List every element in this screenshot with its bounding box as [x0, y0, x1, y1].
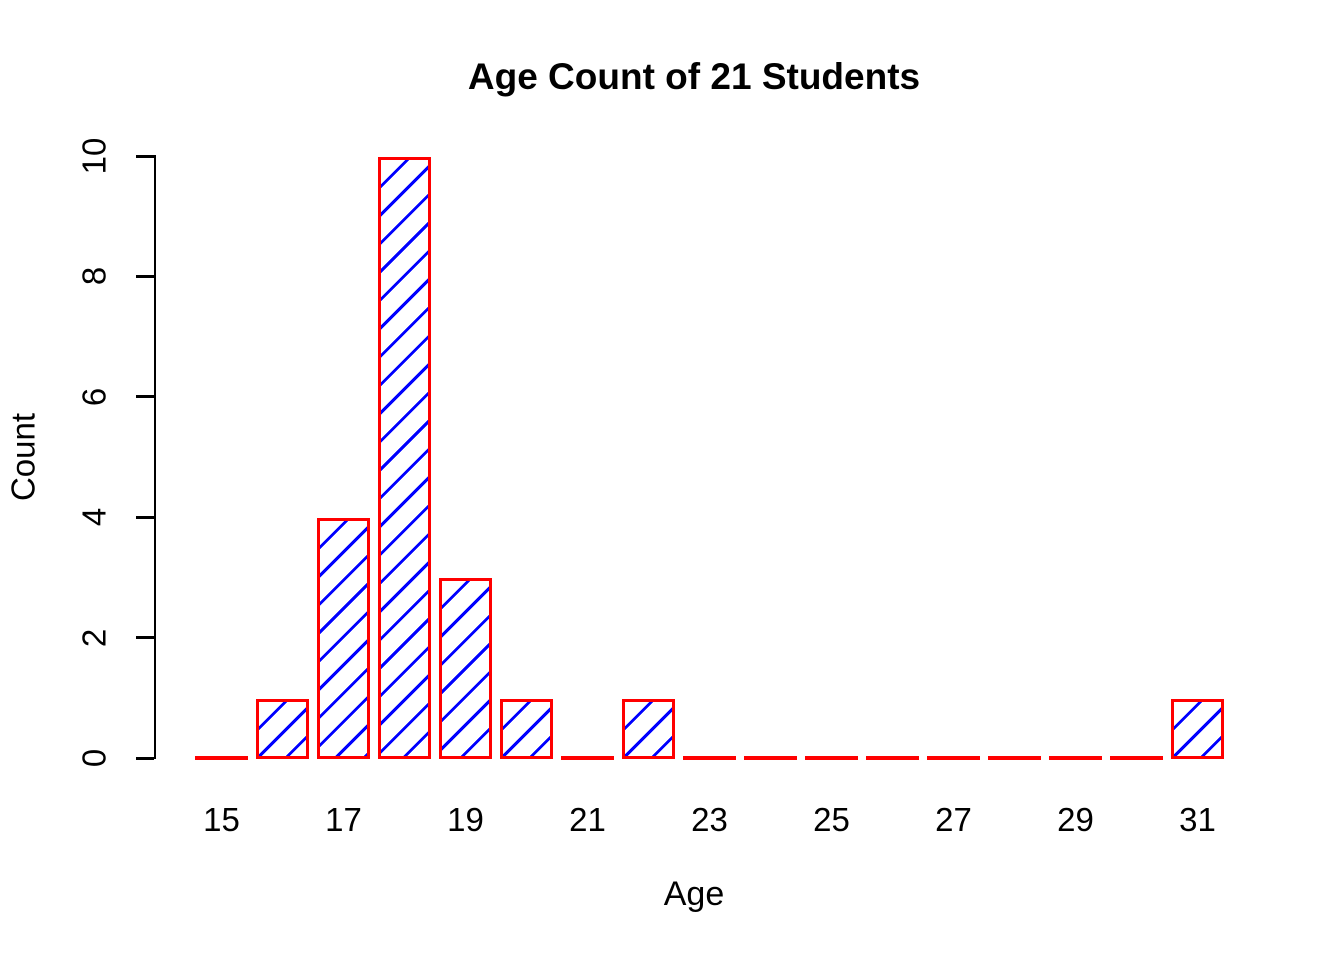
- bar-age-17: [317, 518, 370, 759]
- bar-age-27: [927, 756, 980, 760]
- bar-age-15: [195, 756, 248, 760]
- bar-age-23: [683, 756, 736, 760]
- y-tick-mark-2: [136, 636, 154, 640]
- bar-age-22: [622, 699, 675, 759]
- x-tick-label-21: 21: [569, 801, 606, 838]
- y-tick-mark-6: [136, 395, 154, 399]
- bar-age-30: [1110, 756, 1163, 760]
- bar-age-28: [988, 756, 1041, 760]
- x-tick-label-19: 19: [447, 801, 484, 838]
- bar-age-21: [561, 756, 614, 760]
- y-tick-label-text: 2: [75, 628, 113, 647]
- y-tick-mark-10: [136, 154, 154, 158]
- bar-age-29: [1049, 756, 1102, 760]
- y-tick-mark-8: [136, 274, 154, 278]
- x-tick-label-25: 25: [813, 801, 850, 838]
- x-tick-label-17: 17: [325, 801, 362, 838]
- y-axis-line: [154, 155, 156, 759]
- bar-age-16: [256, 699, 309, 759]
- x-tick-label-15: 15: [203, 801, 240, 838]
- bar-age-24: [744, 756, 797, 760]
- y-tick-label-text: 0: [75, 748, 113, 768]
- bar-age-20: [500, 699, 553, 759]
- x-tick-label-23: 23: [691, 801, 728, 838]
- x-axis-title: Age: [663, 875, 725, 913]
- x-tick-label-27: 27: [935, 801, 972, 838]
- y-tick-label-text: 4: [75, 508, 113, 527]
- y-tick-mark-0: [136, 756, 154, 760]
- y-tick-label-text: 8: [75, 267, 113, 286]
- y-tick-mark-4: [136, 515, 154, 519]
- y-tick-label-text: 10: [75, 137, 113, 175]
- y-tick-label-text: 6: [75, 387, 113, 406]
- bar-age-26: [866, 756, 919, 760]
- bar-age-31: [1171, 699, 1224, 759]
- chart-title: Age Count of 21 Students: [467, 56, 921, 97]
- x-tick-label-31: 31: [1179, 801, 1216, 838]
- bar-age-25: [805, 756, 858, 760]
- bar-age-18: [378, 157, 431, 759]
- y-axis-title-text: Count: [4, 412, 42, 502]
- plot-area: 0 2 4 6 8 10 15 17 19 21 23 25 27 29 31: [76, 138, 1232, 838]
- x-tick-label-29: 29: [1057, 801, 1094, 838]
- bar-age-19: [439, 578, 492, 759]
